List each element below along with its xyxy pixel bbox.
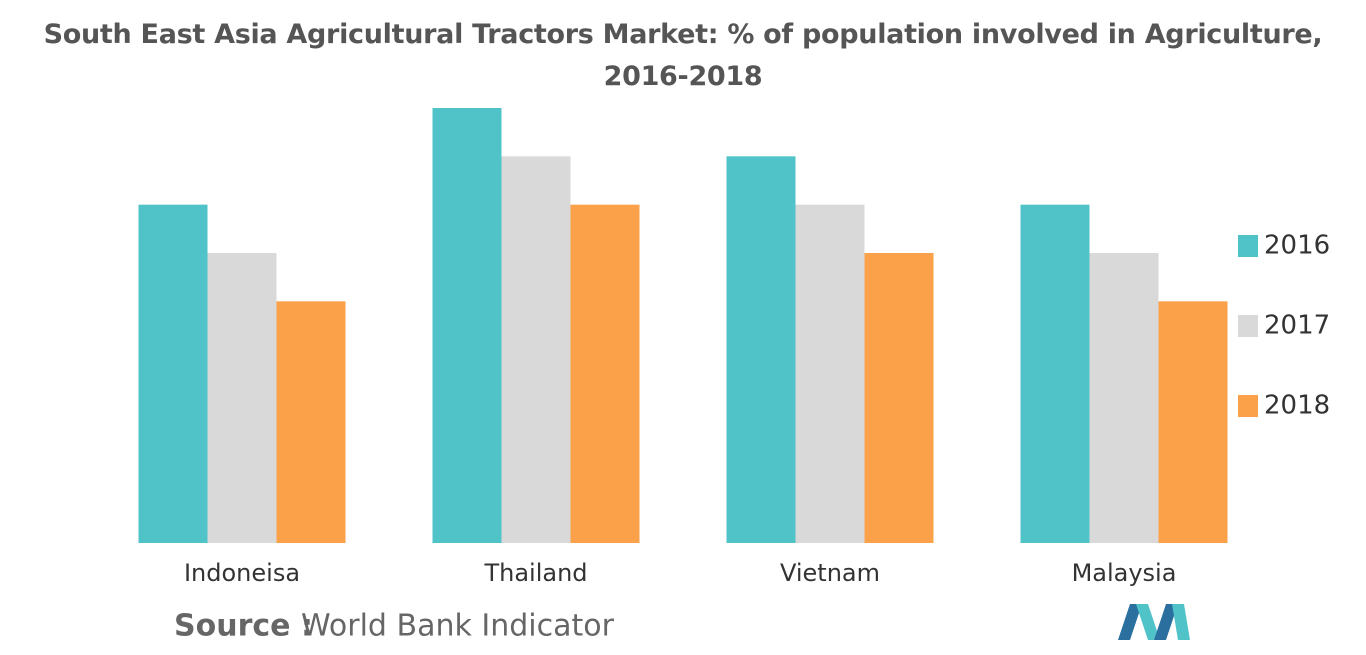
legend-swatch [1238,315,1258,337]
x-tick-label: Indoneisa [184,559,300,587]
bar [138,204,208,543]
source-text: World Bank Indicator [301,609,615,644]
x-tick-label: Malaysia [1072,559,1177,587]
legend-swatch [1238,235,1258,257]
bar [432,108,502,543]
bar [1158,301,1228,543]
bar [570,204,640,543]
bar [1020,204,1090,543]
logo [1118,604,1190,640]
bar [276,301,346,543]
bar [726,156,796,544]
chart-title: South East Asia Agricultural Tractors Ma… [43,19,1323,92]
bar [795,204,865,543]
legend-label: 2017 [1264,311,1330,341]
bar [864,253,934,543]
legend-label: 2016 [1264,231,1330,261]
x-tick-label: Vietnam [780,559,880,587]
legend-swatch [1238,395,1258,417]
bar [1089,253,1159,543]
legend-label: 2018 [1264,391,1330,421]
bar [207,253,277,543]
bar [501,156,571,544]
x-tick-label: Thailand [483,559,587,587]
source-label: Source : [174,609,313,644]
